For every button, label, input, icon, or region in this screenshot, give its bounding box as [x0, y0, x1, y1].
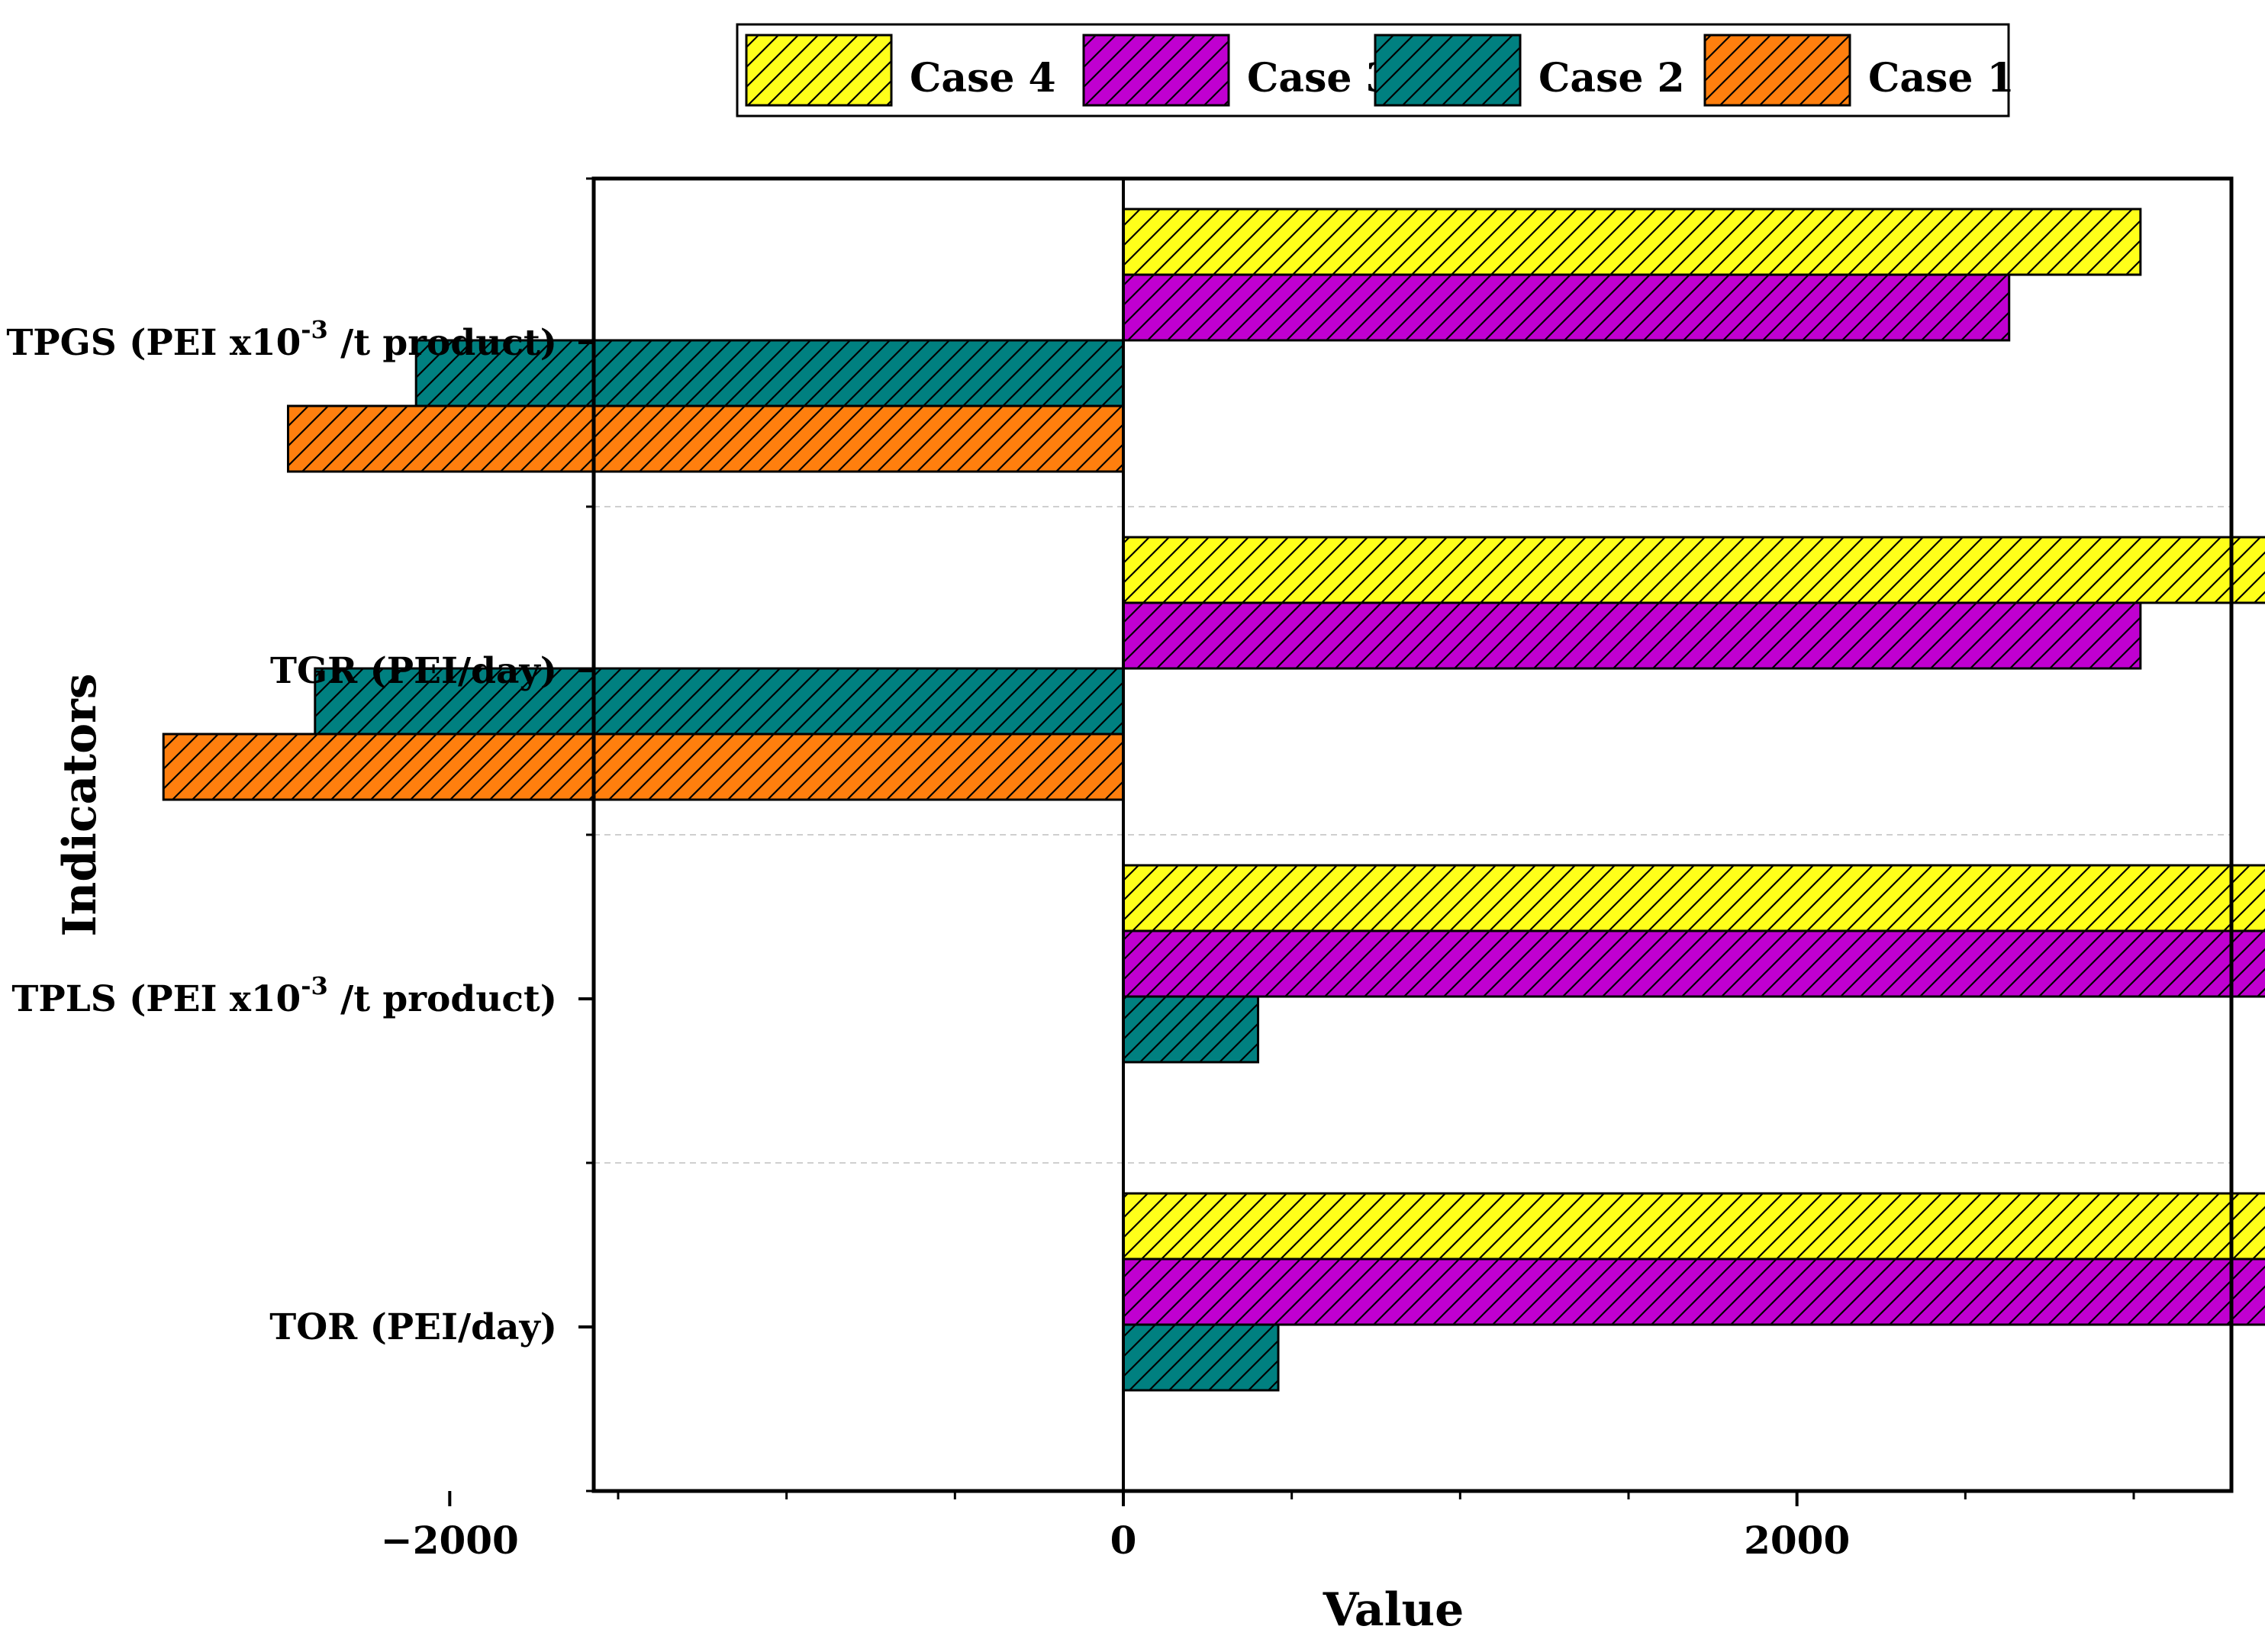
legend-swatch-hatch: [1374, 34, 1522, 107]
x-axis-title: Value: [1323, 1583, 1464, 1637]
bar: [1122, 536, 2265, 604]
legend-label: Case 1: [1868, 55, 2015, 101]
y-tick-label: TPLS (PEI x10-3 /t product): [11, 971, 557, 1020]
bar: [1122, 208, 2142, 276]
bar-hatch: [1122, 864, 2265, 932]
bar-hatch: [1122, 995, 1260, 1064]
bar: [286, 404, 1125, 473]
legend-swatch-hatch: [1082, 34, 1230, 107]
legend-swatch-hatch: [745, 34, 893, 107]
bar: [1122, 601, 2142, 670]
y-tick-label: TOR (PEI/day): [269, 1306, 557, 1348]
bar-hatch: [1122, 208, 2142, 276]
bar-hatch: [1122, 273, 2011, 342]
y-axis-ticks: TPGS (PEI x10-3 /t product) TGR (PEI/day)…: [6, 177, 594, 1493]
bar-hatch: [1122, 929, 2265, 998]
y-tick-label: TGR (PEI/day): [270, 650, 557, 692]
bar: [1122, 995, 1260, 1064]
bar-hatch: [1122, 536, 2265, 604]
legend: Case 4 Case 3 Case 2 Case 1: [736, 23, 2015, 118]
bar: [1122, 1323, 1280, 1392]
bar: [162, 733, 1125, 801]
bar: [1122, 1258, 2265, 1326]
bar: [1122, 1192, 2265, 1261]
y-axis-title: Indicators: [53, 674, 107, 937]
legend-item: Case 4: [745, 34, 1056, 107]
x-tick-label: 0: [1110, 1518, 1137, 1563]
bar: [314, 667, 1125, 736]
legend-item: Case 1: [1703, 34, 2015, 107]
legend-item: Case 3: [1082, 34, 1393, 107]
legend-item: Case 2: [1374, 34, 1685, 107]
bar: [414, 339, 1125, 407]
legend-label: Case 4: [910, 55, 1056, 101]
x-tick-label: 2000: [1744, 1518, 1850, 1563]
bars: [162, 208, 2265, 1392]
bar: [1122, 273, 2011, 342]
legend-label: Case 3: [1247, 55, 1393, 101]
x-axis-ticks: −20000200040006000: [381, 1491, 2135, 1563]
legend-label: Case 2: [1538, 55, 1685, 101]
bar-hatch: [414, 339, 1125, 407]
bar-hatch: [1122, 1192, 2265, 1261]
bar-hatch: [314, 667, 1125, 736]
bar-hatch: [1122, 601, 2142, 670]
bar-hatch: [162, 733, 1125, 801]
y-tick-label: TPGS (PEI x10-3 /t product): [6, 315, 557, 364]
legend-swatch-hatch: [1703, 34, 1851, 107]
bar: [1122, 929, 2265, 998]
bar-hatch: [1122, 1258, 2265, 1326]
x-tick-label: −2000: [381, 1518, 519, 1563]
bar: [1122, 864, 2265, 932]
bar-hatch: [1122, 1323, 1280, 1392]
gridlines: [594, 506, 2231, 1164]
bar-hatch: [286, 404, 1125, 473]
